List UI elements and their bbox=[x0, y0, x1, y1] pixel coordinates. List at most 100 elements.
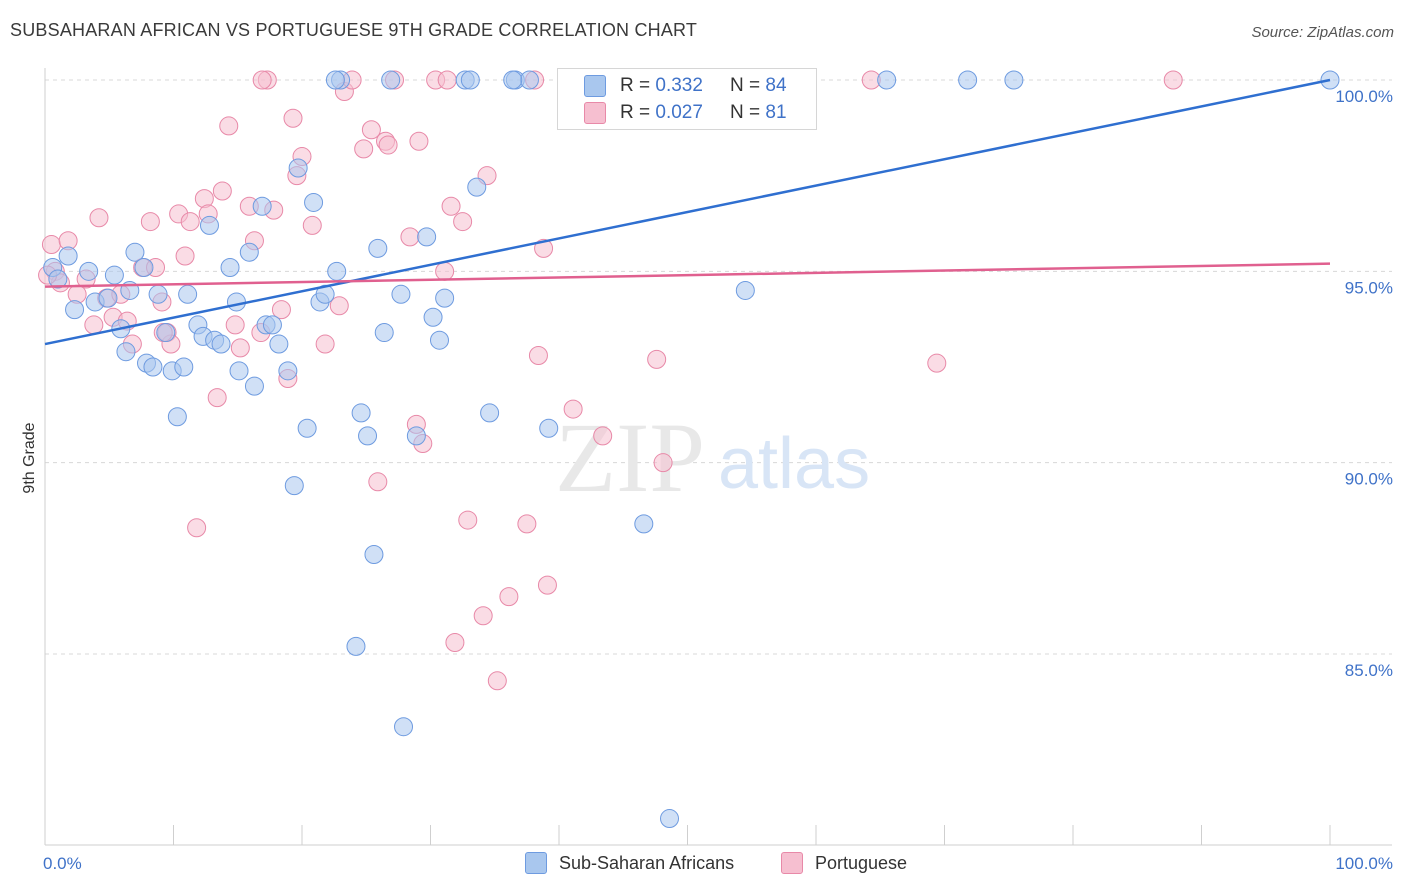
legend-row-portuguese: R = 0.027 N = 81 bbox=[558, 100, 816, 126]
sub-saharan-point bbox=[539, 418, 559, 438]
portuguese-point bbox=[180, 212, 200, 232]
sub-saharan-point bbox=[435, 288, 455, 308]
sub-saharan-point bbox=[269, 334, 289, 354]
sub-saharan-point bbox=[104, 265, 124, 285]
portuguese-point bbox=[219, 116, 239, 136]
sub-saharan-point bbox=[358, 426, 378, 446]
watermark-atlas: atlas bbox=[718, 424, 870, 504]
legend-n-label: N = bbox=[730, 102, 761, 123]
portuguese-point bbox=[271, 300, 291, 320]
portuguese-point bbox=[140, 212, 160, 232]
source-credit: Source: ZipAtlas.com bbox=[1251, 24, 1394, 41]
portuguese-point bbox=[368, 472, 388, 492]
sub-saharan-point bbox=[178, 284, 198, 304]
portuguese-point bbox=[487, 671, 507, 691]
portuguese-point bbox=[647, 349, 667, 369]
sub-saharan-point bbox=[660, 809, 680, 829]
y-tick-label: 100.0% bbox=[1335, 87, 1393, 106]
sub-saharan-point bbox=[278, 361, 298, 381]
zipatlas-watermark: ZIP atlas bbox=[555, 402, 870, 513]
sub-saharan-point bbox=[406, 426, 426, 446]
axis-labels: 85.0% 90.0% 95.0% 100.0% 0.0% 100.0% 9th Grade bbox=[21, 87, 1393, 873]
sub-saharan-point bbox=[958, 70, 978, 90]
sub-saharan-point bbox=[288, 158, 308, 178]
portuguese-point bbox=[230, 338, 250, 358]
sub-saharan-point bbox=[304, 192, 324, 212]
sub-saharan-point bbox=[351, 403, 371, 423]
sub-saharan-point bbox=[262, 315, 282, 335]
sub-saharan-point bbox=[226, 292, 246, 312]
sub-saharan-point bbox=[143, 357, 163, 377]
sub-saharan-point bbox=[1004, 70, 1024, 90]
portuguese-point bbox=[563, 399, 583, 419]
series-legend: Sub-Saharan Africans Portuguese bbox=[0, 852, 1406, 878]
portuguese-point bbox=[225, 315, 245, 335]
sub-saharan-point bbox=[325, 70, 345, 90]
legend-n-value: 81 bbox=[765, 102, 787, 123]
sub-saharan-point bbox=[148, 284, 168, 304]
legend-r-label: R = bbox=[620, 102, 651, 123]
sub-saharan-point bbox=[327, 261, 347, 281]
trend-lines bbox=[44, 78, 1331, 346]
sub-saharan-point bbox=[877, 70, 897, 90]
y-tick-label: 95.0% bbox=[1345, 278, 1393, 297]
legend-n-value: 84 bbox=[765, 75, 787, 96]
sub-saharan-point bbox=[417, 227, 437, 247]
portuguese-point bbox=[378, 135, 398, 155]
portuguese-point bbox=[409, 131, 429, 151]
sub-saharan-point bbox=[211, 334, 231, 354]
y-tick-label: 85.0% bbox=[1345, 661, 1393, 680]
legend-row-sub-saharan: R = 0.332 N = 84 bbox=[558, 73, 816, 99]
legend-r-label: R = bbox=[620, 75, 651, 96]
portuguese-point bbox=[252, 70, 272, 90]
sub-saharan-point bbox=[368, 238, 388, 258]
portuguese-point bbox=[528, 346, 548, 366]
portuguese-point bbox=[187, 518, 207, 538]
sub-saharan-point bbox=[460, 70, 480, 90]
legend-label-portuguese: Portuguese bbox=[815, 852, 908, 873]
sub-saharan-point bbox=[423, 307, 443, 327]
portuguese-point bbox=[212, 181, 232, 201]
sub-saharan-point bbox=[239, 242, 259, 262]
legend-swatch-blue bbox=[584, 75, 606, 97]
portuguese-point bbox=[354, 139, 374, 159]
legend-swatch-blue bbox=[525, 852, 547, 874]
sub-saharan-point bbox=[467, 177, 487, 197]
x-tick-label: 0.0% bbox=[43, 854, 82, 873]
sub-saharan-point bbox=[374, 323, 394, 343]
portuguese-point bbox=[537, 575, 557, 595]
sub-saharan-point bbox=[634, 514, 654, 534]
watermark-zip: ZIP bbox=[555, 402, 705, 513]
sub-saharan-point bbox=[58, 246, 78, 266]
sub-saharan-point bbox=[284, 476, 304, 496]
axes bbox=[44, 68, 1392, 846]
portuguese-point bbox=[400, 227, 420, 247]
sub-saharan-point bbox=[48, 269, 68, 289]
sub-saharan-point bbox=[503, 70, 523, 90]
sub-saharan-point bbox=[199, 215, 219, 235]
legend-item-sub-saharan[interactable]: Sub-Saharan Africans bbox=[525, 852, 734, 874]
legend-r-value: 0.332 bbox=[655, 75, 703, 96]
sub-saharan-point bbox=[220, 258, 240, 278]
legend-r-value: 0.027 bbox=[655, 102, 703, 123]
legend-item-portuguese[interactable]: Portuguese bbox=[781, 852, 907, 874]
sub-saharan-point bbox=[116, 342, 136, 362]
portuguese-point bbox=[534, 238, 554, 258]
sub-saharan-point bbox=[244, 376, 264, 396]
sub-saharan-point bbox=[174, 357, 194, 377]
sub-saharan-point bbox=[167, 407, 187, 427]
legend-swatch-pink bbox=[781, 852, 803, 874]
portuguese-point bbox=[302, 215, 322, 235]
sub-saharan-point bbox=[229, 361, 249, 381]
portuguese-point bbox=[1163, 70, 1183, 90]
portuguese-point bbox=[499, 587, 519, 607]
x-tick-label: 100.0% bbox=[1335, 854, 1393, 873]
portuguese-point bbox=[458, 510, 478, 530]
portuguese-point bbox=[445, 633, 465, 653]
chart-title: SUBSAHARAN AFRICAN VS PORTUGUESE 9TH GRA… bbox=[10, 20, 698, 40]
correlation-legend: R = 0.332 N = 84 R = 0.027 N = 81 bbox=[557, 68, 817, 130]
portuguese-point bbox=[41, 235, 61, 255]
legend-label-sub-saharan: Sub-Saharan Africans bbox=[559, 852, 735, 873]
portuguese-point bbox=[435, 261, 455, 281]
